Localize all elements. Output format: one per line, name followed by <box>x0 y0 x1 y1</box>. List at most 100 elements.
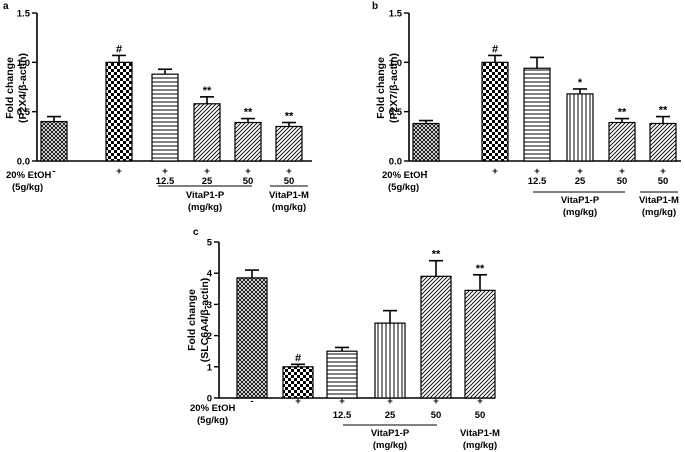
panel-c-etoh-sign: - <box>250 396 253 407</box>
panel-a-bar <box>234 121 262 162</box>
panel-b-vitap-label: VitaP1-P <box>561 195 600 206</box>
panel-c-etoh-dose-label: (5g/kg) <box>197 415 228 426</box>
panel-a-vitam-unit: (mg/kg) <box>272 202 306 213</box>
panel-a-etoh-sign: + <box>204 166 210 177</box>
panel-b-dose-label: 12.5 <box>528 176 547 187</box>
panel-b: b Fold change (P2X7/β-actin) 0.0 0.5 1.0 1.… <box>372 1 681 218</box>
panel-a-ylabel-line1: Fold change <box>4 57 16 119</box>
panel-b-ylabel-line2: (P2X7/β-actin) <box>388 53 400 123</box>
panel-a-vitap-label: VitaP1-P <box>186 190 225 201</box>
panel-c-ytick-label: 0 <box>207 394 212 405</box>
panel-b-significance-marker: ** <box>659 105 668 117</box>
panel-b-significance-marker: # <box>492 43 498 55</box>
panel-a-dose-label: 25 <box>202 176 213 187</box>
panel-b-bar <box>566 93 594 162</box>
panel-a-dose-label: 50 <box>284 176 295 187</box>
panel-a-dose-label: 50 <box>243 176 254 187</box>
panel-c-bar <box>420 275 452 399</box>
panel-a-bar <box>151 73 179 162</box>
panel-a-ylabel-line2: (P2X4/β-actin) <box>17 53 29 123</box>
panel-b-ytick-label: 1.0 <box>389 58 402 69</box>
panel-a-ytick-label: 0.0 <box>17 157 30 168</box>
panel-c-bar <box>282 366 314 399</box>
panel-b-etoh-sign: - <box>424 166 427 177</box>
panel-c-ytick-label: 1 <box>207 362 213 373</box>
panel-b-ytick-label: 0.0 <box>389 157 402 168</box>
panel-a-ytick-label: 1.5 <box>17 9 31 20</box>
panel-b-vitap-unit: (mg/kg) <box>563 207 597 218</box>
panel-b-dose-label: 50 <box>617 176 628 187</box>
panel-c-vitap-label: VitaP1-P <box>371 428 410 439</box>
panel-b-etoh-dose-label: (5g/kg) <box>388 182 419 193</box>
panel-a-significance-marker: ** <box>244 107 253 119</box>
panel-b-bar <box>412 122 440 162</box>
panel-b-vitam-label: VitaP1-M <box>639 195 679 206</box>
panel-a-vitap-unit: (mg/kg) <box>188 202 222 213</box>
panel-a-significance-marker: # <box>116 43 122 55</box>
panel-c-etoh-sign: + <box>387 396 393 407</box>
panel-a-bar <box>40 120 68 162</box>
panel-b-dose-label: 25 <box>575 176 586 187</box>
panel-b-bar <box>649 122 677 162</box>
panel-a-bar <box>275 125 303 162</box>
panel-c-etoh-sign: + <box>295 396 301 407</box>
panel-b-ytick-label: 1.5 <box>389 9 403 20</box>
panel-a-etoh-sign: + <box>245 166 251 177</box>
panel-a: a Fold change (P2X4/β-actin) 0.0 0.5 1.0 1.… <box>3 1 312 213</box>
panel-a-etoh-dose-label: (5g/kg) <box>12 182 43 193</box>
panel-c-ylabel-line2: (SLC6A4/β-actin) <box>199 278 211 363</box>
panel-c-vitam-unit: (mg/kg) <box>463 440 497 451</box>
panel-b-letter: b <box>372 1 378 12</box>
panel-c-significance-marker: ** <box>476 263 485 275</box>
panel-b-etoh-sign: + <box>492 166 498 177</box>
panel-c-bar <box>374 322 406 399</box>
panel-a-significance-marker: ** <box>285 111 294 123</box>
panel-b-etoh-sign: + <box>577 166 583 177</box>
panel-c-etoh-label: 20% EtOH <box>190 403 236 414</box>
panel-c-ylabel-line1: Fold change <box>186 289 198 351</box>
panel-c-ytick-label: 2 <box>207 331 212 342</box>
panel-c-significance-marker: # <box>295 352 301 364</box>
panel-c-ytick-label: 4 <box>207 269 213 280</box>
panel-c-ytick-label: 5 <box>207 238 213 249</box>
panel-a-bar <box>193 103 221 162</box>
panel-c-significance-marker: ** <box>432 249 441 261</box>
panel-b-etoh-sign: + <box>660 166 666 177</box>
panel-c-etoh-sign: + <box>339 396 345 407</box>
panel-c-vitam-label: VitaP1-M <box>460 428 500 439</box>
panel-c-bar <box>236 277 268 399</box>
panel-a-letter: a <box>3 1 9 12</box>
panel-c-dose-label: 50 <box>475 410 486 421</box>
panel-a-etoh-sign: + <box>286 166 292 177</box>
panel-b-significance-marker: ** <box>618 107 627 119</box>
panel-b-vitam-unit: (mg/kg) <box>642 207 676 218</box>
panel-b-etoh-label: 20% EtOH <box>382 170 428 181</box>
panel-a-significance-marker: ** <box>203 85 212 97</box>
panel-c-bar <box>464 289 496 399</box>
panel-a-etoh-sign: + <box>116 166 122 177</box>
panel-c-dose-label: 25 <box>385 410 396 421</box>
panel-c: c Fold change (SLC6A4/β-actin) 0 1 2 3 4 5 - # +… <box>186 227 500 451</box>
panel-c-ytick-label: 3 <box>207 300 212 311</box>
panel-c-dose-label: 12.5 <box>333 410 352 421</box>
panel-a-etoh-label: 20% EtOH <box>6 170 52 181</box>
panel-c-dose-label: 50 <box>431 410 442 421</box>
panel-a-etoh-sign: + <box>162 166 168 177</box>
panel-a-ytick-label: 1.0 <box>17 58 30 69</box>
panel-c-bar <box>326 350 358 399</box>
panel-c-etoh-sign: + <box>477 396 483 407</box>
panel-a-etoh-sign: - <box>52 166 55 177</box>
panel-b-bar <box>608 121 636 162</box>
panel-a-ytick-label: 0.5 <box>17 107 31 118</box>
panel-b-etoh-sign: + <box>619 166 625 177</box>
panel-b-bar <box>481 61 509 162</box>
panel-a-dose-label: 12.5 <box>156 176 175 187</box>
panel-b-dose-label: 50 <box>658 176 669 187</box>
panel-b-significance-marker: * <box>578 77 583 89</box>
panel-c-etoh-sign: + <box>433 396 439 407</box>
panel-b-etoh-sign: + <box>534 166 540 177</box>
panel-c-vitap-unit: (mg/kg) <box>373 440 407 451</box>
panel-b-ylabel-line1: Fold change <box>375 57 387 119</box>
panel-a-vitam-label: VitaP1-M <box>269 190 309 201</box>
